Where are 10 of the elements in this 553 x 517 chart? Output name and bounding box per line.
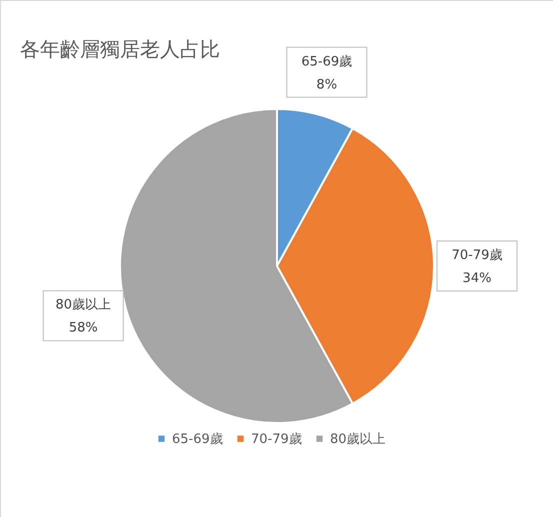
chart-title: 各年齡層獨居老人占比: [20, 37, 220, 61]
data-label: 34%: [462, 271, 492, 286]
legend-label: 70-79歲: [251, 432, 302, 447]
data-label: 8%: [316, 77, 338, 92]
slice-label: 65-69歲: [301, 54, 352, 70]
legend-label: 65-69歲: [172, 432, 223, 447]
legend-label: 80歲以上: [330, 432, 386, 447]
slice-label: 70-79歲: [452, 248, 502, 263]
slice-label: 80歲以上: [56, 298, 112, 313]
data-label: 58%: [68, 320, 98, 336]
